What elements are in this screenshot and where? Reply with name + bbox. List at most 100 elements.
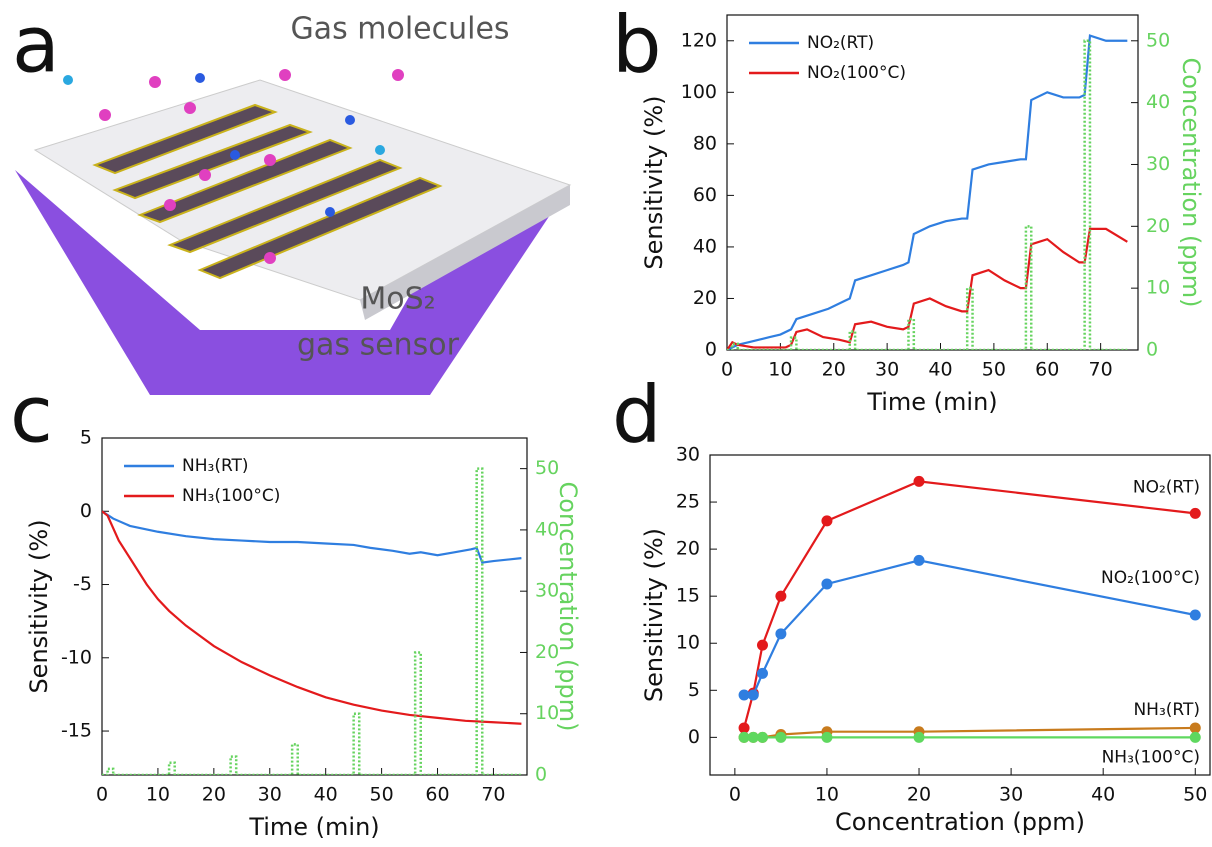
y-axis-label: Sensitivity (%) xyxy=(25,519,53,693)
panel-label: a xyxy=(12,0,60,90)
data-point xyxy=(1190,508,1201,519)
y2-tick-label: 10 xyxy=(1146,277,1170,299)
data-point xyxy=(821,515,832,526)
sensor-label: gas sensor xyxy=(297,328,460,363)
data-point xyxy=(739,722,750,733)
x-tick-label: 20 xyxy=(202,784,226,806)
y-tick-label: -5 xyxy=(73,573,92,595)
x-tick-label: 10 xyxy=(146,784,170,806)
y-axis-label: Sensitivity (%) xyxy=(640,95,668,269)
x-tick-label: 50 xyxy=(370,784,394,806)
y2-tick-label: 20 xyxy=(1146,215,1170,237)
panel-label: b xyxy=(612,0,662,90)
data-point xyxy=(757,668,768,679)
series-label: NO₂(RT) xyxy=(1133,477,1200,497)
x-tick-label: 40 xyxy=(928,359,952,381)
y2-tick-label: 30 xyxy=(1146,153,1170,175)
y-tick-label: 20 xyxy=(693,287,717,309)
y2-tick-label: 40 xyxy=(1146,91,1170,113)
data-point xyxy=(1190,610,1201,621)
y-tick-label: 30 xyxy=(676,444,700,466)
series-line xyxy=(102,511,521,562)
y-tick-label: 100 xyxy=(681,81,717,103)
molecule xyxy=(345,115,355,125)
y-axis-label: Sensitivity (%) xyxy=(640,528,668,702)
y-tick-label: 0 xyxy=(688,726,700,748)
y2-tick-label: 50 xyxy=(1146,29,1170,51)
x-tick-label: 10 xyxy=(815,784,839,806)
y-tick-label: 5 xyxy=(80,427,92,449)
molecule xyxy=(184,102,196,114)
data-point xyxy=(914,476,925,487)
sensor-label: MoS₂ xyxy=(360,282,435,317)
x-tick-label: 50 xyxy=(1183,784,1207,806)
x-tick-label: 30 xyxy=(258,784,282,806)
illustration-title: Gas molecules xyxy=(290,12,509,47)
y2-tick-label: 0 xyxy=(535,764,547,786)
data-point xyxy=(775,591,786,602)
legend-label: NO₂(RT) xyxy=(807,33,874,53)
y-tick-label: -10 xyxy=(61,646,92,668)
illustration: Gas molecules MoS₂ gas sensor xyxy=(15,12,570,396)
x-tick-label: 30 xyxy=(875,359,899,381)
data-point xyxy=(1190,722,1201,733)
panel-label: c xyxy=(10,370,53,460)
series-line xyxy=(102,469,521,775)
x-axis-label: Time (min) xyxy=(248,813,379,841)
series-label: NO₂(100°C) xyxy=(1101,568,1200,588)
molecule xyxy=(264,154,276,166)
molecule xyxy=(63,75,73,85)
x-tick-label: 0 xyxy=(721,359,733,381)
data-point xyxy=(1190,732,1201,743)
molecule xyxy=(149,76,161,88)
molecule xyxy=(392,69,404,81)
data-point xyxy=(775,732,786,743)
plot-frame xyxy=(710,455,1210,775)
y-tick-label: 0 xyxy=(80,500,92,522)
molecule xyxy=(279,69,291,81)
data-point xyxy=(775,628,786,639)
x-tick-label: 60 xyxy=(425,784,449,806)
y-tick-label: -15 xyxy=(61,720,92,742)
x-tick-label: 0 xyxy=(96,784,108,806)
y2-axis-label: Concentration (ppm) xyxy=(1177,58,1205,308)
y-tick-label: 20 xyxy=(676,538,700,560)
molecule xyxy=(195,73,205,83)
y2-tick-label: 0 xyxy=(1146,339,1158,361)
x-tick-label: 10 xyxy=(768,359,792,381)
x-tick-label: 40 xyxy=(314,784,338,806)
data-point xyxy=(914,732,925,743)
y-tick-label: 60 xyxy=(693,184,717,206)
y-tick-label: 0 xyxy=(705,339,717,361)
data-point xyxy=(757,732,768,743)
figure: Gas molecules MoS₂ gas sensor a b c d 0 1… xyxy=(0,0,1212,843)
data-point xyxy=(821,578,832,589)
series-label: NH₃(100°C) xyxy=(1102,747,1200,767)
y2-axis-label: Concentration (ppm) xyxy=(554,482,582,732)
series-line xyxy=(744,728,1195,737)
data-point xyxy=(914,555,925,566)
molecule xyxy=(164,199,176,211)
molecule xyxy=(264,252,276,264)
x-tick-label: 40 xyxy=(1091,784,1115,806)
y2-tick-label: 50 xyxy=(535,457,559,479)
y-tick-label: 80 xyxy=(693,132,717,154)
data-point xyxy=(748,690,759,701)
y-tick-label: 10 xyxy=(676,632,700,654)
data-point xyxy=(757,640,768,651)
molecule xyxy=(230,150,240,160)
data-point xyxy=(821,732,832,743)
molecule xyxy=(375,145,385,155)
series-line xyxy=(744,481,1195,728)
panel-label: d xyxy=(612,370,662,460)
x-axis-label: Time (min) xyxy=(866,388,997,416)
y-tick-label: 25 xyxy=(676,491,700,513)
x-tick-label: 0 xyxy=(729,784,741,806)
y-tick-label: 40 xyxy=(693,235,717,257)
molecule xyxy=(199,169,211,181)
molecule xyxy=(325,207,335,217)
legend-label: NO₂(100°C) xyxy=(807,63,906,83)
